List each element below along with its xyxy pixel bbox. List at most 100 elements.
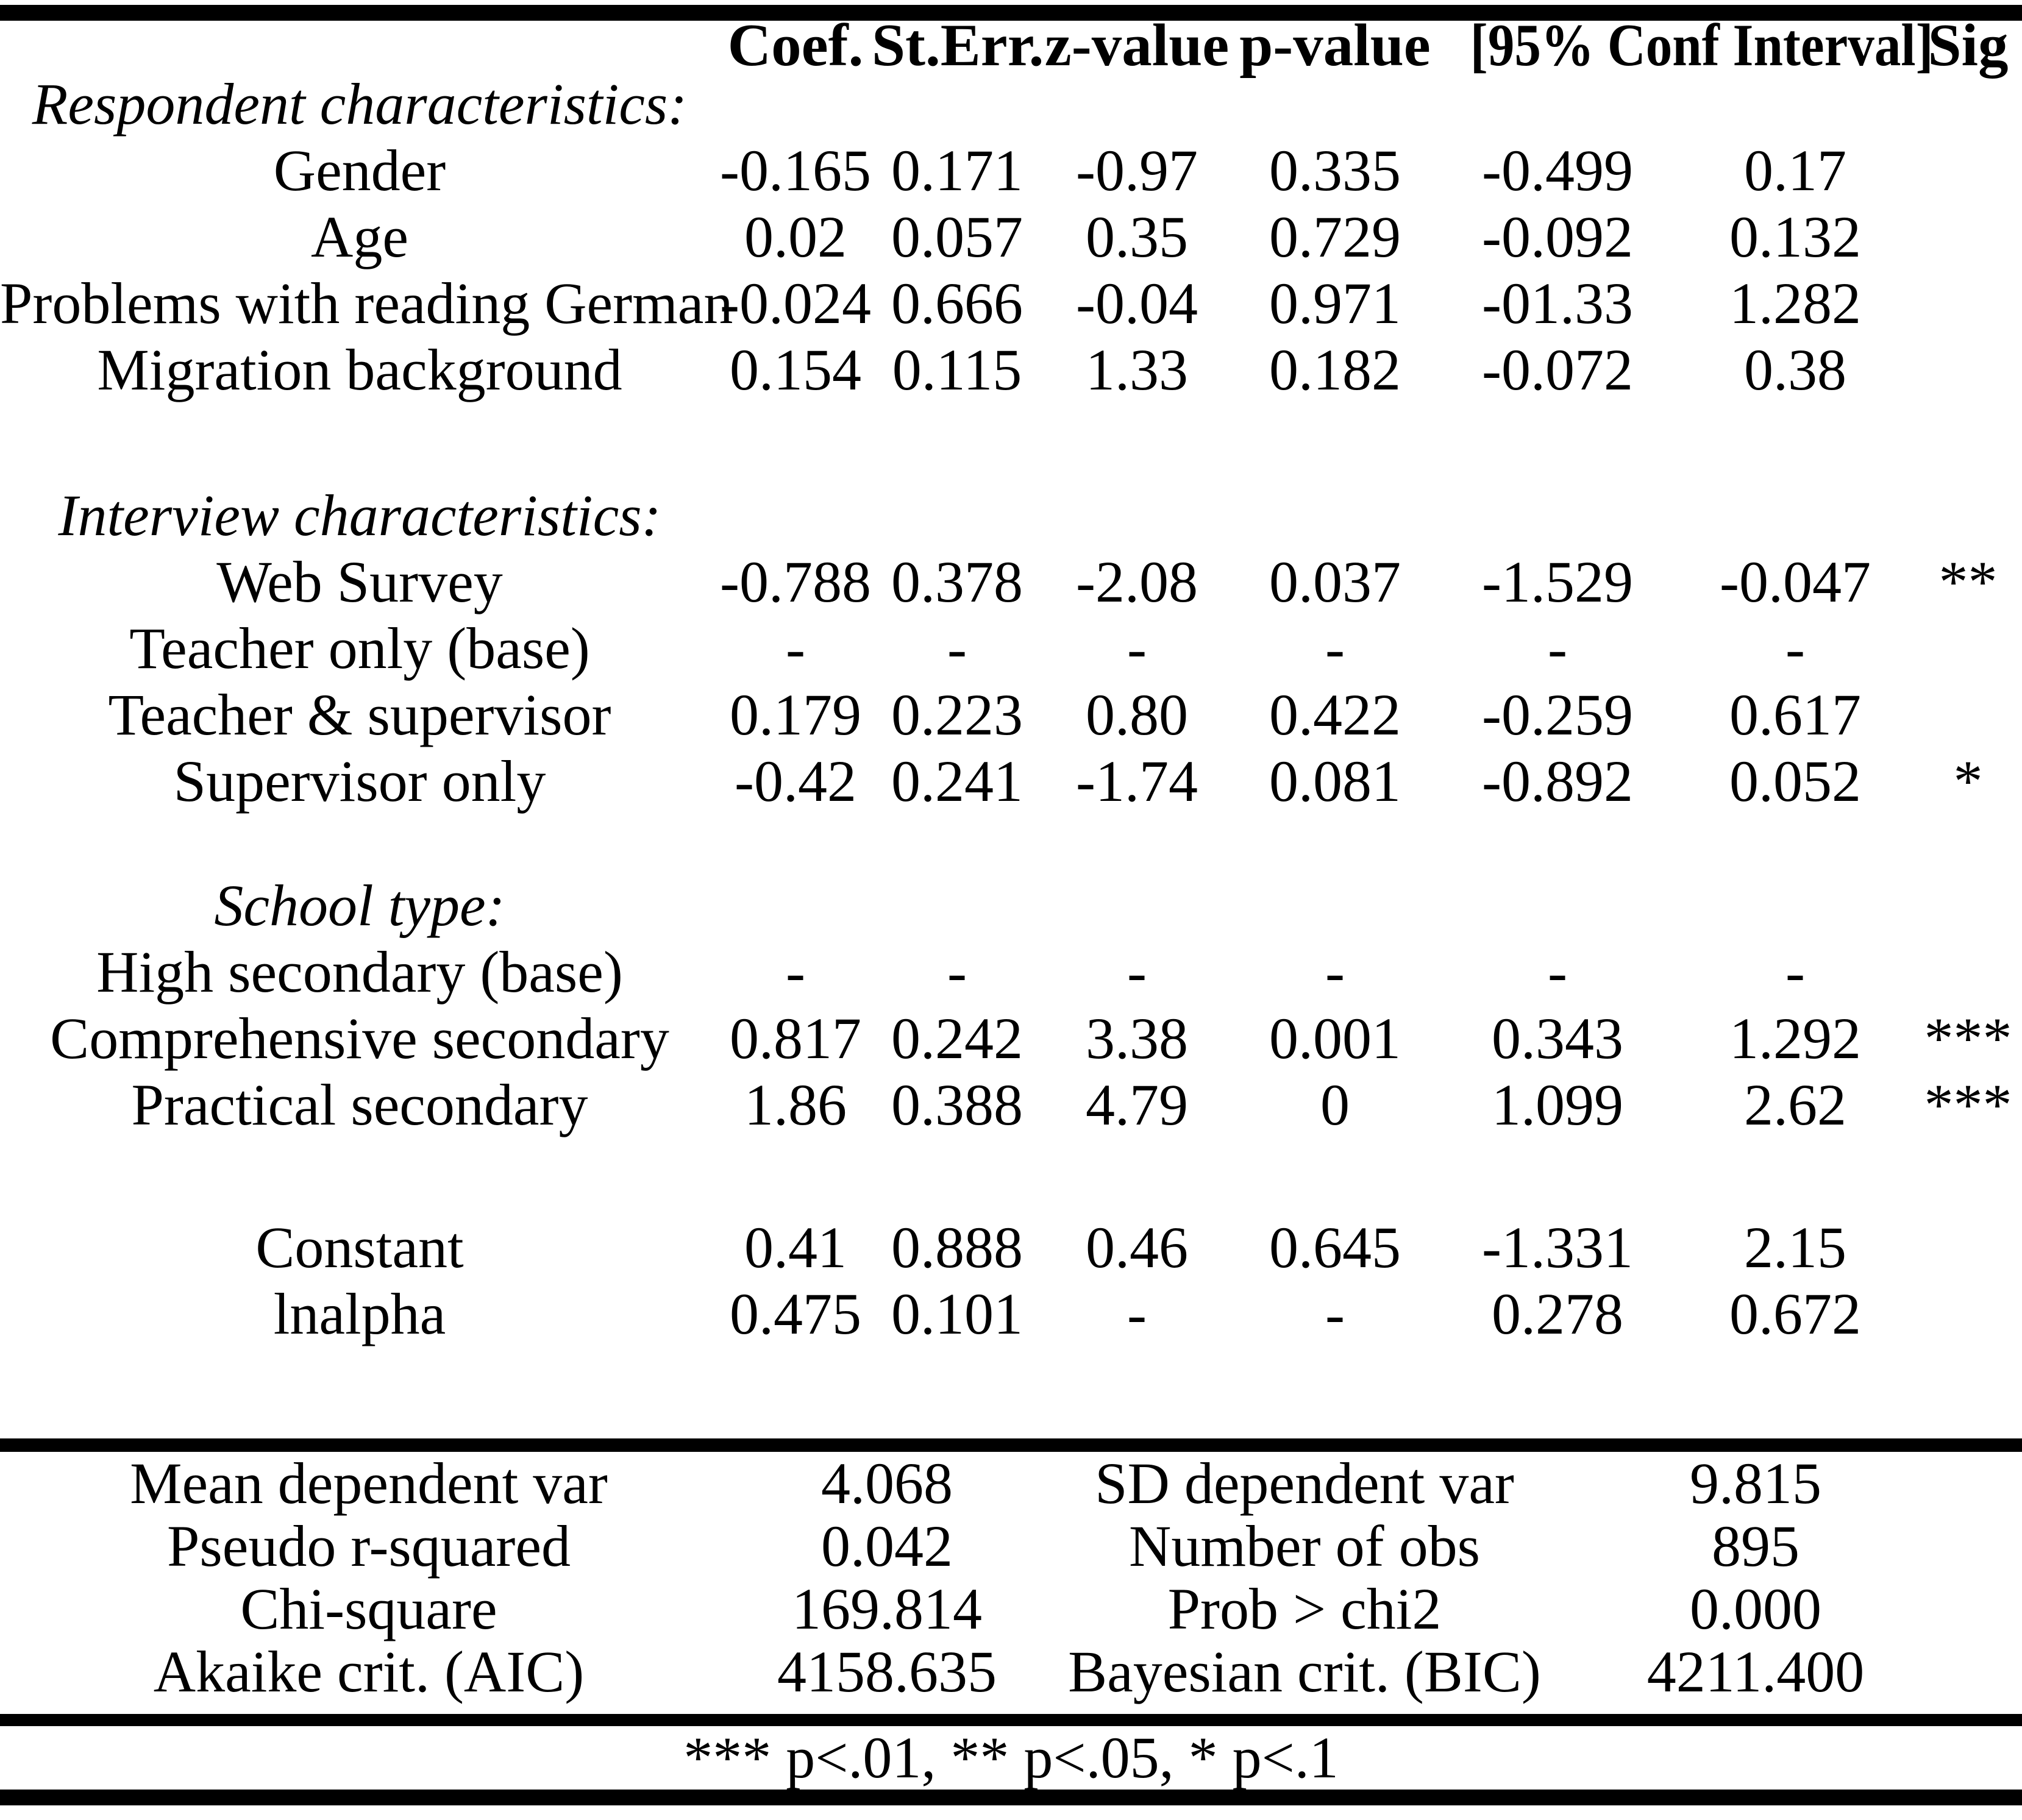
cell-sig: *** bbox=[1924, 1006, 2012, 1071]
cell-zvalue: -2.08 bbox=[1076, 549, 1198, 614]
cell-sterr: 0.223 bbox=[891, 682, 1023, 747]
cell-sig bbox=[1914, 681, 2022, 748]
stats-row: Mean dependent var 4.068 SD dependent va… bbox=[0, 1452, 1938, 1515]
cell-ci-low: 1.099 bbox=[1492, 1072, 1623, 1137]
cell-ci-high: 1.292 bbox=[1729, 1006, 1861, 1071]
section-label: School type: bbox=[214, 873, 505, 938]
stat-label: Mean dependent var bbox=[130, 1451, 608, 1516]
cell-zvalue: 3.38 bbox=[1086, 1006, 1188, 1071]
top-rule bbox=[0, 5, 2022, 21]
cell-ci-high: 0.617 bbox=[1729, 682, 1861, 747]
cell-sig bbox=[1914, 270, 2022, 336]
cell-pvalue: - bbox=[1325, 939, 1345, 1004]
cell-ci-low: - bbox=[1548, 939, 1567, 1004]
cell-sterr: 0.888 bbox=[891, 1215, 1023, 1280]
cell-sterr: 0.242 bbox=[891, 1006, 1023, 1071]
cell-sterr: 0.388 bbox=[891, 1072, 1023, 1137]
cell-pvalue: 0.422 bbox=[1269, 682, 1401, 747]
cell-ci-low: -0.092 bbox=[1482, 204, 1633, 269]
significance-note: *** p<.01, ** p<.05, * p<.1 bbox=[683, 1725, 1339, 1790]
stats-row: Pseudo r-squared 0.042 Number of obs 895 bbox=[0, 1515, 1938, 1577]
cell-pvalue: - bbox=[1325, 616, 1345, 681]
cell-pvalue: 0.001 bbox=[1269, 1006, 1401, 1071]
table-row: Web Survey -0.788 0.378 -2.08 0.037 -1.5… bbox=[0, 549, 2022, 615]
cell-pvalue: 0.081 bbox=[1269, 748, 1401, 814]
cell-ci-high: 2.15 bbox=[1744, 1215, 1846, 1280]
section-row-interview: Interview characteristics: bbox=[0, 482, 2022, 549]
cell-sterr: 0.378 bbox=[891, 549, 1023, 614]
stat-label: Number of obs bbox=[1129, 1513, 1480, 1579]
cell-sterr: 0.101 bbox=[891, 1281, 1023, 1346]
cell-coef: -0.024 bbox=[720, 271, 871, 336]
cell-sig bbox=[1914, 1281, 2022, 1347]
cell-pvalue: - bbox=[1325, 1281, 1345, 1346]
cell-ci-high: -0.047 bbox=[1720, 549, 1871, 614]
cell-zvalue: 0.46 bbox=[1086, 1215, 1188, 1280]
cell-ci-high: - bbox=[1785, 616, 1805, 681]
cell-zvalue: -0.97 bbox=[1076, 138, 1198, 203]
column-header-sterr: St.Err. bbox=[872, 12, 1044, 79]
cell-ci-high: 0.052 bbox=[1729, 748, 1861, 814]
cell-coef: - bbox=[786, 939, 805, 1004]
bottom-rule bbox=[0, 1790, 2022, 1805]
cell-sterr: 0.666 bbox=[891, 271, 1023, 336]
row-label: Web Survey bbox=[216, 549, 503, 614]
row-label: Gender bbox=[273, 138, 446, 203]
cell-ci-high: 2.62 bbox=[1744, 1072, 1846, 1137]
regression-table: Coef. St.Err. z-value p-value [95% Conf … bbox=[0, 12, 2022, 1438]
stats-rule bbox=[0, 1714, 2022, 1726]
cell-zvalue: - bbox=[1127, 616, 1147, 681]
table-row: Age 0.02 0.057 0.35 0.729 -0.092 0.132 bbox=[0, 204, 2022, 270]
stat-label: SD dependent var bbox=[1095, 1451, 1514, 1516]
table-row: Constant 0.41 0.888 0.46 0.645 -1.331 2.… bbox=[0, 1214, 2022, 1281]
table-row: Supervisor only -0.42 0.241 -1.74 0.081 … bbox=[0, 748, 2022, 814]
cell-pvalue: 0.729 bbox=[1269, 204, 1401, 269]
cell-coef: 0.817 bbox=[730, 1006, 861, 1071]
table-row: Migration background 0.154 0.115 1.33 0.… bbox=[0, 336, 2022, 403]
cell-zvalue: 0.80 bbox=[1086, 682, 1188, 747]
section-label: Respondent characteristics: bbox=[32, 71, 688, 137]
cell-coef: - bbox=[786, 616, 805, 681]
stat-value: 0.042 bbox=[821, 1513, 953, 1579]
cell-ci-low: -0.072 bbox=[1482, 337, 1633, 402]
section-row-school-type: School type: bbox=[0, 872, 2022, 939]
cell-pvalue: 0.645 bbox=[1269, 1215, 1401, 1280]
stat-value: 0.000 bbox=[1690, 1576, 1821, 1641]
cell-sig bbox=[1914, 204, 2022, 270]
cell-ci-high: 0.17 bbox=[1744, 138, 1846, 203]
row-label: lnalpha bbox=[273, 1281, 446, 1346]
cell-sig: * bbox=[1953, 748, 1983, 814]
cell-pvalue: 0.971 bbox=[1269, 271, 1401, 336]
table-row: lnalpha 0.475 0.101 - - 0.278 0.672 bbox=[0, 1281, 2022, 1347]
cell-ci-low: - bbox=[1548, 616, 1567, 681]
header-empty-corner bbox=[0, 21, 719, 71]
stat-value: 4158.635 bbox=[777, 1639, 997, 1704]
cell-zvalue: 1.33 bbox=[1086, 337, 1188, 402]
cell-sterr: 0.241 bbox=[891, 748, 1023, 814]
spacer-row bbox=[0, 1138, 2022, 1214]
row-label: Supervisor only bbox=[173, 748, 546, 814]
cell-coef: 0.154 bbox=[730, 337, 861, 402]
row-label: Teacher & supervisor bbox=[108, 682, 611, 747]
cell-coef: 0.41 bbox=[744, 1215, 847, 1280]
cell-coef: -0.42 bbox=[735, 748, 856, 814]
cell-ci-low: -01.33 bbox=[1482, 271, 1633, 336]
cell-zvalue: 0.35 bbox=[1086, 204, 1188, 269]
cell-sig bbox=[1914, 137, 2022, 204]
table-row: Teacher & supervisor 0.179 0.223 0.80 0.… bbox=[0, 681, 2022, 748]
cell-coef: 0.475 bbox=[730, 1281, 861, 1346]
table-row: High secondary (base) - - - - - - bbox=[0, 939, 2022, 1005]
cell-ci-high: 0.38 bbox=[1744, 337, 1846, 402]
spacer-row bbox=[0, 1347, 2022, 1438]
cell-ci-high: 0.672 bbox=[1729, 1281, 1861, 1346]
stat-label: Akaike crit. (AIC) bbox=[153, 1639, 585, 1704]
column-header-coef: Coef. bbox=[727, 12, 864, 79]
cell-coef: -0.788 bbox=[720, 549, 871, 614]
cell-sig bbox=[1914, 939, 2022, 1005]
stat-label: Chi-square bbox=[240, 1576, 497, 1641]
table-row: Practical secondary 1.86 0.388 4.79 0 1.… bbox=[0, 1072, 2022, 1138]
column-header-sig: Sig bbox=[1928, 12, 2009, 79]
cell-sterr: 0.115 bbox=[892, 337, 1022, 402]
cell-pvalue: 0.335 bbox=[1269, 138, 1401, 203]
header-row: Coef. St.Err. z-value p-value [95% Conf … bbox=[0, 12, 2022, 79]
